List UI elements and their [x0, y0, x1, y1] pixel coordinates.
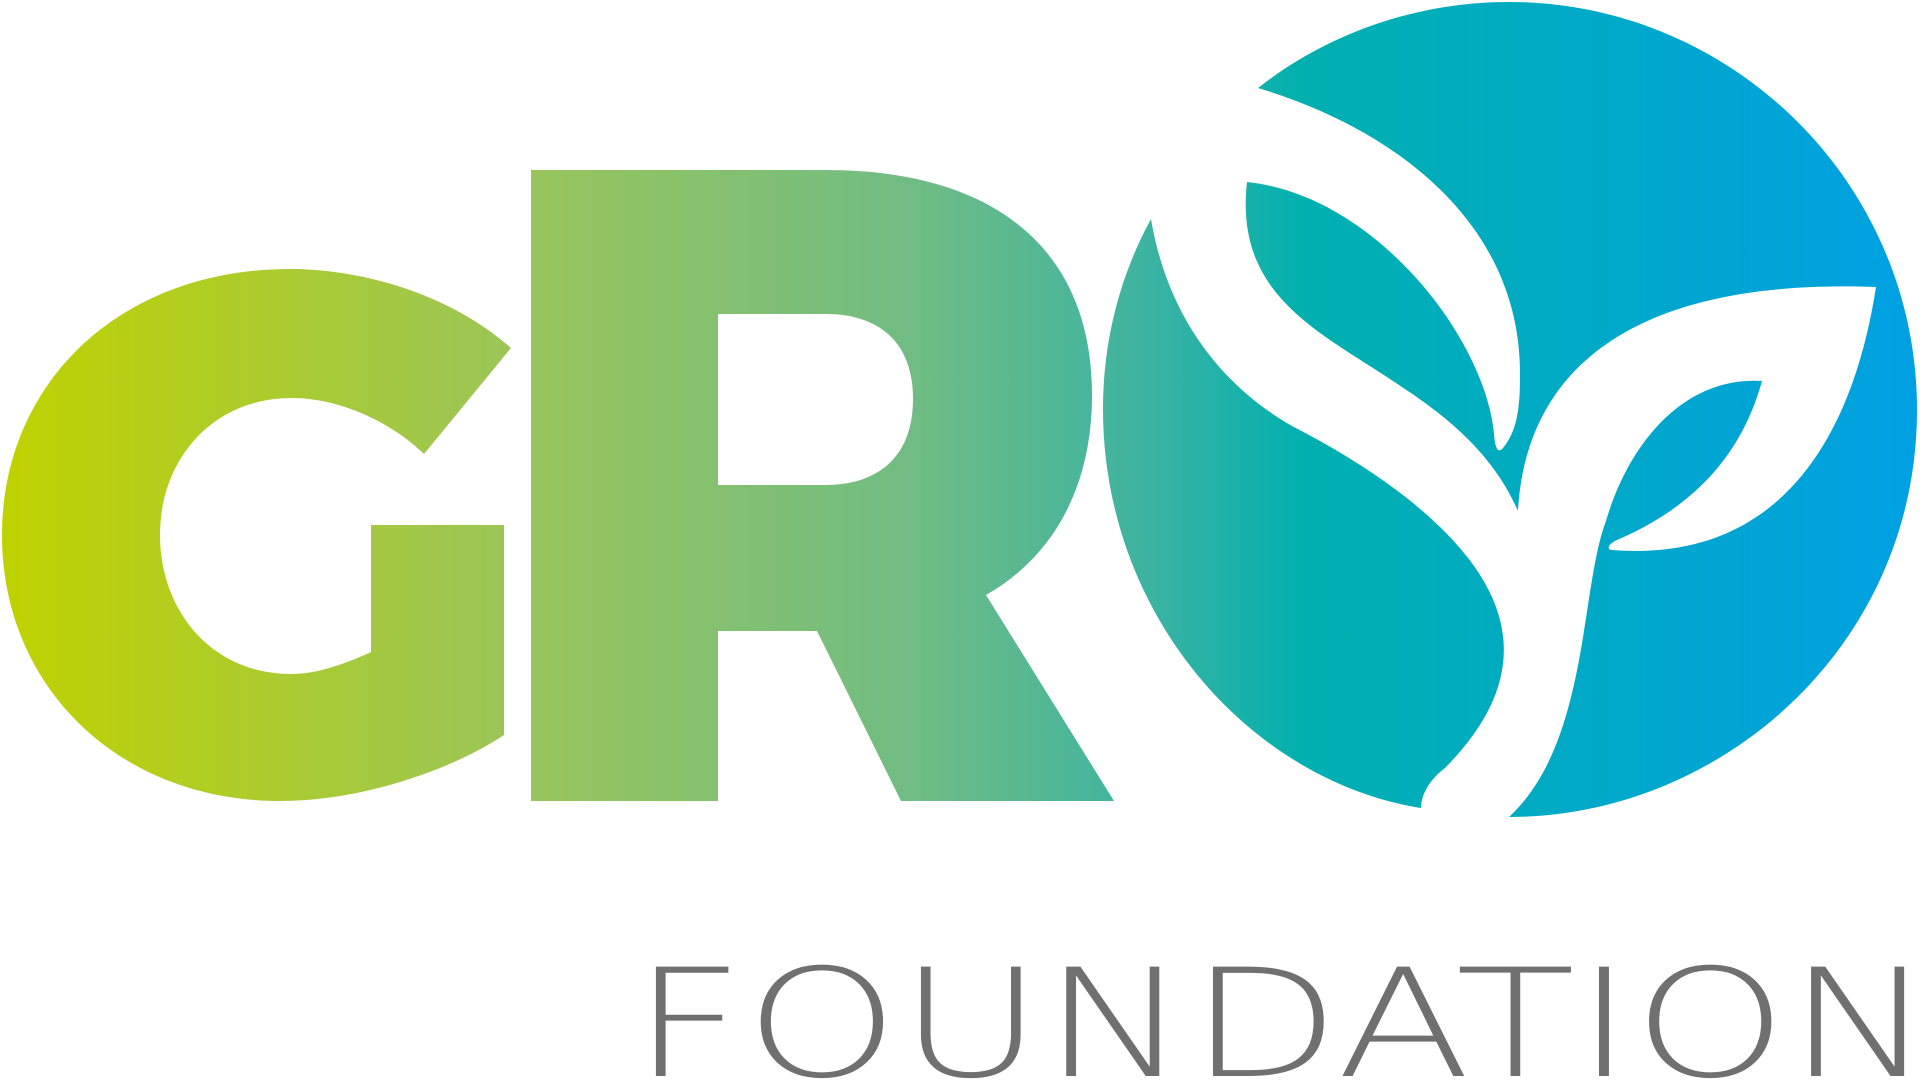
letter-r-shape	[531, 170, 1114, 801]
tagline-text: FOUNDATION	[632, 938, 1920, 1084]
sprout-circle-shape	[1103, 2, 1917, 817]
letter-g-shape	[2, 269, 511, 801]
